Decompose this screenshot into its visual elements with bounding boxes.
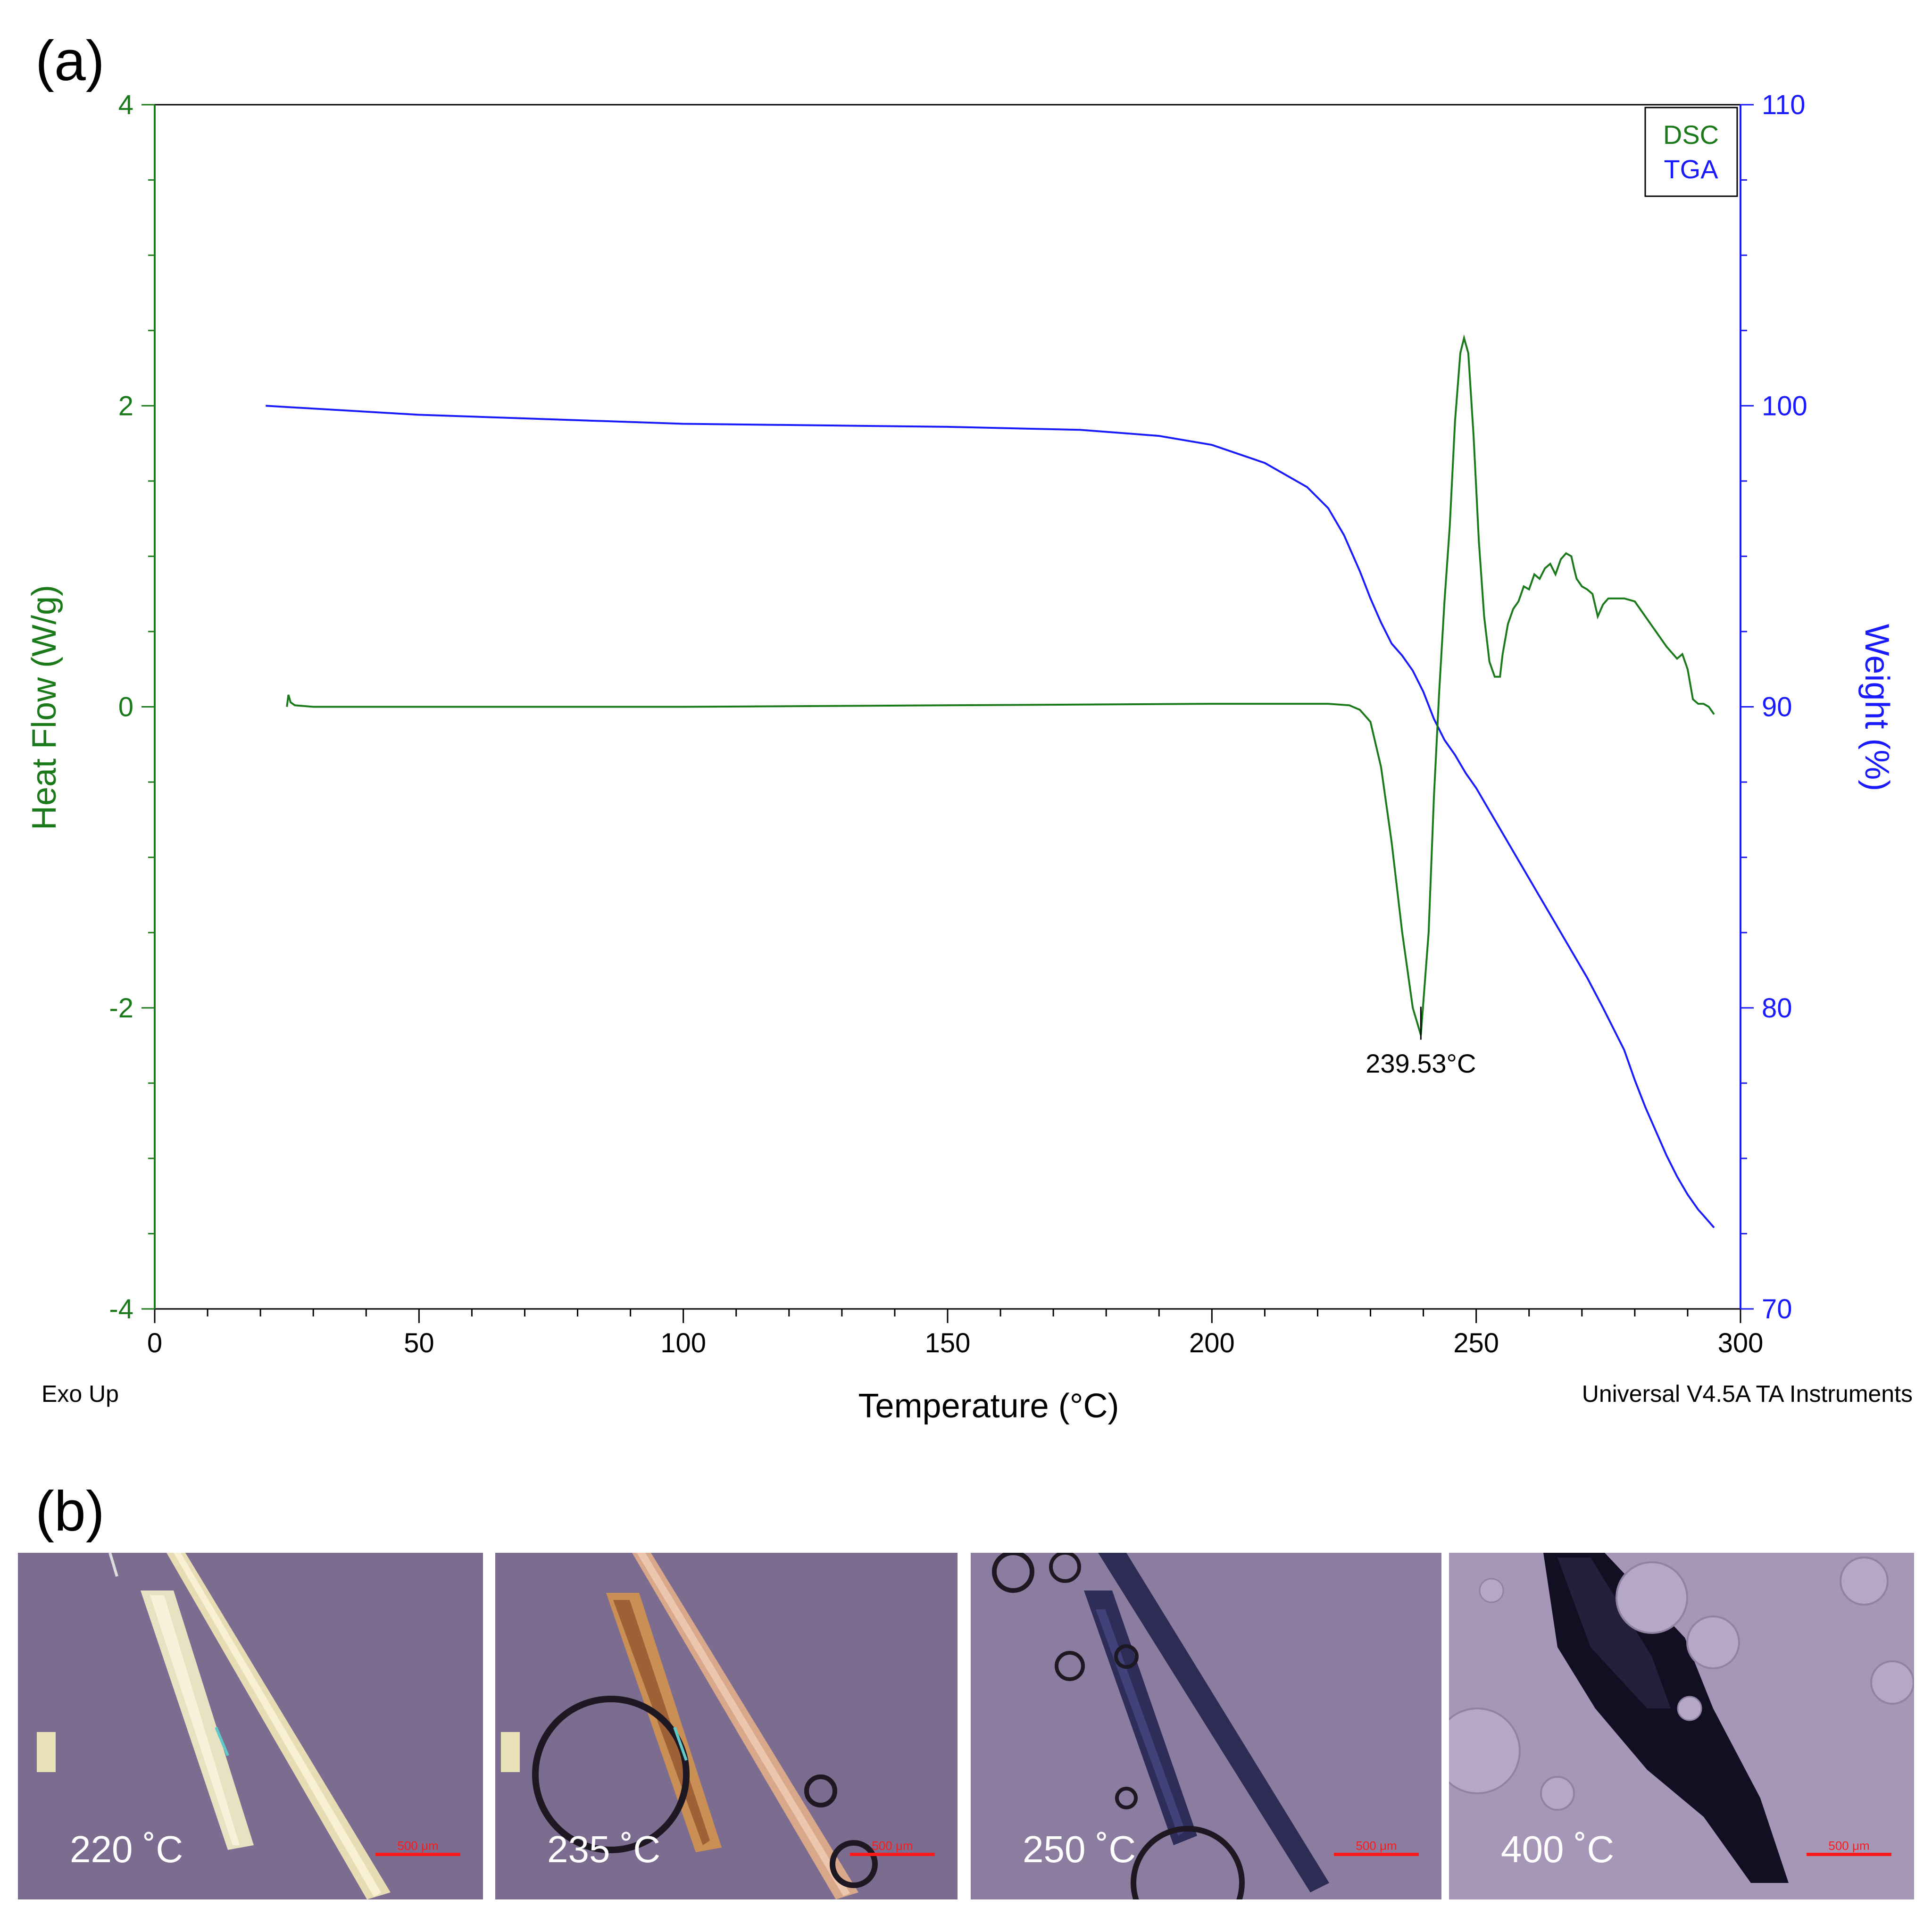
x-tick-label: 250 [1453, 1328, 1499, 1358]
micrograph-400-scale-bar [1807, 1853, 1891, 1856]
x-axis-ticks: 0 50 100 150 200 250 300 [147, 1309, 1764, 1358]
y-left-tick-label: 4 [118, 90, 133, 120]
footer-exo-up: Exo Up [42, 1381, 119, 1407]
panel-b-label: (b) [35, 1480, 105, 1543]
panel-a-label: (a) [35, 29, 105, 92]
series-line-dsc [286, 334, 1715, 1035]
right-y-axis-ticks: 70 80 90 100 110 [1740, 90, 1807, 1324]
y-right-tick-label: 90 [1762, 692, 1792, 723]
micrograph-220-scale-bar [375, 1853, 460, 1856]
micrograph-220-image [18, 1553, 483, 1899]
footer-instrument: Universal V4.5A TA Instruments [1582, 1381, 1913, 1407]
legend-entry-tga: TGA [1664, 154, 1718, 184]
x-axis-title: Temperature (°C) [858, 1387, 1119, 1425]
y-right-tick-label: 70 [1762, 1294, 1792, 1324]
micrograph-220-temperature: 220 ˚C [70, 1828, 183, 1870]
micrograph-235-image [495, 1553, 958, 1899]
x-tick-label: 200 [1189, 1328, 1235, 1358]
y-left-tick-label: 2 [118, 391, 133, 421]
y-right-tick-label: 100 [1762, 391, 1807, 421]
micrograph-250-image [971, 1553, 1441, 1899]
y-left-tick-label: -2 [109, 993, 133, 1024]
micrograph-250: 250 ˚C 500 μm [971, 1553, 1441, 1899]
micrograph-235-temperature: 235 ˚C [547, 1828, 661, 1870]
legend-entry-dsc: DSC [1663, 120, 1719, 150]
micrograph-400-image [1449, 1553, 1914, 1899]
series-line-tga [266, 405, 1715, 1229]
y-right-tick-label: 80 [1762, 993, 1792, 1024]
left-y-axis-title: Heat Flow (W/g) [25, 585, 63, 830]
micrograph-400-temperature: 400 ˚C [1501, 1828, 1615, 1870]
x-tick-label: 150 [925, 1328, 971, 1358]
micrograph-235: 235 ˚C 500 μm [495, 1553, 958, 1899]
micrograph-250-temperature: 250 ˚C [1023, 1828, 1136, 1870]
x-tick-label: 300 [1718, 1328, 1764, 1358]
x-tick-label: 0 [147, 1328, 162, 1358]
x-tick-label: 100 [660, 1328, 706, 1358]
micrograph-235-scale-bar [850, 1853, 935, 1856]
micrograph-220: 220 ˚C 500 μm [18, 1553, 483, 1899]
micrograph-400: 400 ˚C 500 μm [1449, 1553, 1914, 1899]
micrograph-250-scale-bar [1334, 1853, 1419, 1856]
micrograph-400-scale-label: 500 μm [1828, 1839, 1870, 1853]
micrograph-220-scale-label: 500 μm [397, 1839, 439, 1853]
micrograph-250-scale-label: 500 μm [1356, 1839, 1397, 1853]
y-left-tick-label: 0 [118, 692, 133, 723]
left-y-axis-ticks: -4 -2 0 2 4 [109, 90, 155, 1324]
right-y-axis-title: Weight (%) [1858, 624, 1896, 791]
y-left-tick-label: -4 [109, 1294, 133, 1324]
micrograph-235-scale-label: 500 μm [872, 1839, 913, 1853]
legend-box [1644, 107, 1738, 197]
y-right-tick-label: 110 [1762, 90, 1805, 120]
annotation-label: 239.53°C [1366, 1049, 1476, 1078]
x-tick-label: 50 [404, 1328, 434, 1358]
